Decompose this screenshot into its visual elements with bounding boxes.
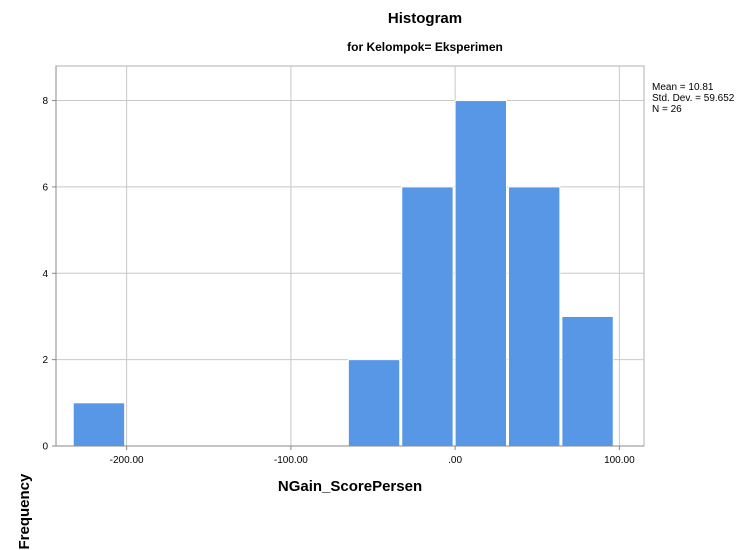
x-tick-label: -100.00 xyxy=(274,455,308,466)
summary-stats: Mean = 10.81 Std. Dev. = 59.652 N = 26 xyxy=(652,82,734,115)
histogram-chart: Histogram for Kelompok= Eksperimen Frequ… xyxy=(16,10,734,550)
histogram-bar xyxy=(72,402,126,447)
histogram-bar xyxy=(401,186,454,447)
y-tick-label: 6 xyxy=(42,182,48,193)
x-tick-label: 100.00 xyxy=(604,455,635,466)
chart-subtitle: for Kelompok= Eksperimen xyxy=(347,40,503,54)
y-tick-label: 0 xyxy=(42,442,48,453)
histogram-bar xyxy=(507,186,561,447)
x-axis-label: NGain_ScorePersen xyxy=(277,478,423,495)
y-tick-label: 4 xyxy=(42,269,48,280)
chart-title: Histogram xyxy=(387,10,463,27)
x-tick-label: -200.00 xyxy=(110,455,144,466)
y-tick-label: 8 xyxy=(42,96,48,107)
stats-n: N = 26 xyxy=(652,104,682,115)
stats-mean: Mean = 10.81 xyxy=(652,82,714,93)
stats-std-dev: Std. Dev. = 59.652 xyxy=(652,93,735,104)
histogram-bar xyxy=(347,359,401,447)
y-tick-label: 2 xyxy=(42,355,48,366)
x-tick-label: .00 xyxy=(448,455,462,466)
plot-area: 0 2 4 6 8 -200.00 -100.00 .00 100.00 xyxy=(42,65,645,466)
histogram-bar xyxy=(561,315,614,447)
histogram-bar xyxy=(454,100,507,447)
